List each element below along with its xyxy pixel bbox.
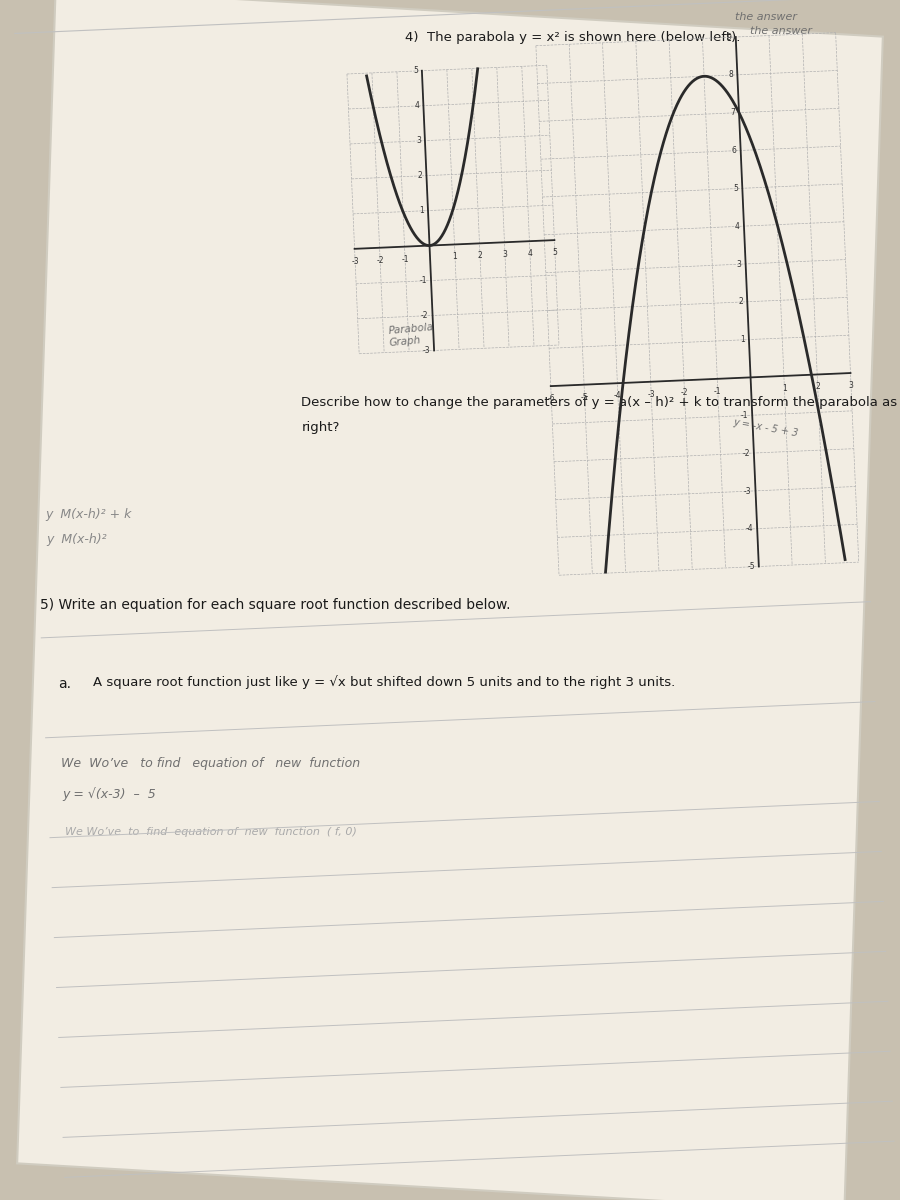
Text: -4: -4 xyxy=(745,524,753,533)
Text: -2: -2 xyxy=(680,389,688,397)
Text: 1: 1 xyxy=(453,252,457,262)
Text: -4: -4 xyxy=(614,391,622,400)
Text: a.: a. xyxy=(58,677,71,691)
Text: 4: 4 xyxy=(527,250,532,258)
Text: -6: -6 xyxy=(547,394,555,403)
Text: y = -x - 5 + 3: y = -x - 5 + 3 xyxy=(733,418,799,439)
Text: -2: -2 xyxy=(376,256,383,265)
Text: 3: 3 xyxy=(502,251,508,259)
Text: 1: 1 xyxy=(782,384,787,392)
Text: 1: 1 xyxy=(419,206,424,215)
Text: 9: 9 xyxy=(727,32,732,42)
Text: 7: 7 xyxy=(730,108,735,118)
Text: 2: 2 xyxy=(477,251,482,260)
Text: y = √(x-3)  –  5: y = √(x-3) – 5 xyxy=(63,787,157,800)
Text: 5) Write an equation for each square root function described below.: 5) Write an equation for each square roo… xyxy=(40,598,510,612)
Text: y  M(x-h)² + k: y M(x-h)² + k xyxy=(46,508,132,521)
Text: Describe how to change the parameters of y = a(x – h)² + k to transform the para: Describe how to change the parameters of… xyxy=(301,396,900,409)
Text: 5: 5 xyxy=(553,248,557,257)
Text: -2: -2 xyxy=(421,311,428,320)
Text: -1: -1 xyxy=(419,276,428,286)
Text: 3: 3 xyxy=(737,259,742,269)
Text: 2: 2 xyxy=(739,298,743,306)
Text: the answer: the answer xyxy=(734,12,796,22)
Text: -2: -2 xyxy=(742,449,750,457)
Text: -3: -3 xyxy=(647,390,655,398)
Text: 3: 3 xyxy=(416,137,421,145)
Text: -3: -3 xyxy=(422,346,430,355)
Text: 4: 4 xyxy=(415,101,419,110)
Text: -3: -3 xyxy=(744,486,752,496)
Text: 6: 6 xyxy=(732,146,737,155)
Text: 1: 1 xyxy=(740,335,745,344)
Text: 3: 3 xyxy=(849,382,853,390)
Text: -5: -5 xyxy=(580,392,589,402)
Text: 5: 5 xyxy=(734,184,738,193)
Text: -5: -5 xyxy=(747,562,755,571)
Text: right?: right? xyxy=(302,421,340,434)
Text: We Wo’ve  to  find  equation of  new  function  ( f, 0): We Wo’ve to find equation of new functio… xyxy=(65,827,356,838)
Text: y  M(x-h)²: y M(x-h)² xyxy=(47,533,107,546)
Text: Parabola
Graph: Parabola Graph xyxy=(388,323,435,348)
Text: the answer: the answer xyxy=(751,26,813,36)
Text: 4: 4 xyxy=(735,222,740,230)
Text: -1: -1 xyxy=(714,386,722,396)
Text: 2: 2 xyxy=(418,172,422,180)
Text: -3: -3 xyxy=(351,257,359,266)
Polygon shape xyxy=(17,0,883,1200)
Text: A square root function just like y = √x but shifted down 5 units and to the righ: A square root function just like y = √x … xyxy=(93,676,675,689)
Text: 2: 2 xyxy=(815,383,820,391)
Text: We  Wo’ve   to find   equation of   new  function: We Wo’ve to find equation of new functio… xyxy=(61,757,361,770)
Text: 8: 8 xyxy=(729,71,733,79)
Text: 4)  The parabola y = x² is shown here (below left).: 4) The parabola y = x² is shown here (be… xyxy=(405,31,741,44)
Text: -1: -1 xyxy=(741,410,748,420)
Text: 5: 5 xyxy=(413,66,418,76)
Text: -1: -1 xyxy=(401,254,409,264)
